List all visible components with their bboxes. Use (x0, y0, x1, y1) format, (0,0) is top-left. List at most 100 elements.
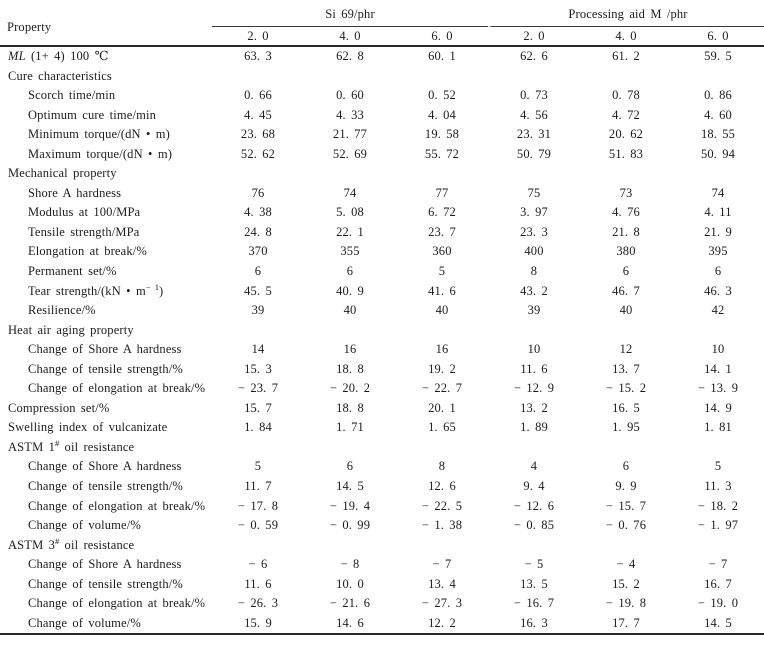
table-row: Resilience/% 39 40 40 39 40 42 (0, 301, 764, 321)
value-cell: 400 (524, 244, 544, 259)
subcolumn-header: 6. 0 (396, 27, 488, 47)
table-row: Change of elongation at break/% − 17. 8 − … (0, 497, 764, 517)
value-cell: 11. 6 (520, 361, 548, 376)
value-cell: 11. 6 (244, 576, 272, 591)
value-cell: 40. 9 (336, 283, 364, 298)
section-label: ASTM 1# oil resistance (8, 437, 135, 454)
value-cell: 23. 68 (240, 127, 276, 142)
value-cell: 61. 2 (612, 49, 640, 63)
value-cell: − 0. 76 (605, 518, 647, 533)
value-cell: 55. 72 (424, 146, 460, 161)
row-label: Change of tensile strength/% (28, 576, 183, 591)
row-label: Scorch time/min (28, 88, 116, 103)
section-row: ASTM 3# oil resistance (0, 536, 764, 556)
empty-cell (396, 67, 488, 87)
value-cell: 370 (248, 244, 268, 259)
value-cell: 4. 38 (244, 205, 272, 220)
value-cell: 51. 83 (608, 146, 644, 161)
value-cell: 52. 62 (240, 146, 276, 161)
table-row: Change of tensile strength/% 15. 3 18. 8 19… (0, 360, 764, 380)
value-cell: − 12. 9 (513, 381, 555, 396)
value-cell: 15. 3 (244, 361, 272, 376)
value-cell: − 17. 8 (237, 498, 279, 513)
section-row: Mechanical property (0, 164, 764, 184)
empty-cell (672, 321, 764, 341)
value-cell: 14. 9 (704, 400, 732, 415)
value-cell: 75 (527, 185, 541, 200)
value-cell: − 16. 7 (513, 596, 555, 611)
value-cell: 380 (616, 244, 636, 259)
value-cell: 1. 65 (428, 420, 456, 435)
table-row: Minimum torque/(dN • m) 23. 68 21. 77 19. 5… (0, 125, 764, 145)
empty-cell (488, 438, 580, 458)
empty-cell (672, 536, 764, 556)
row-label: Swelling index of vulcanizate (8, 420, 168, 435)
empty-cell (304, 321, 396, 341)
section-row: Cure characteristics (0, 67, 764, 87)
table-row: Permanent set/% 6 6 5 8 6 6 (0, 262, 764, 282)
value-cell: − 0. 99 (329, 518, 371, 533)
value-cell: 16 (435, 342, 449, 357)
value-cell: − 0. 59 (237, 518, 279, 533)
value-cell: − 7 (708, 557, 728, 572)
value-cell: 14. 5 (336, 479, 364, 494)
value-cell: − 13. 9 (697, 381, 739, 396)
value-cell: 15. 7 (244, 400, 272, 415)
value-cell: − 27. 3 (421, 596, 463, 611)
value-cell: 5 (714, 459, 722, 474)
value-cell: − 0. 85 (513, 518, 555, 533)
empty-cell (672, 438, 764, 458)
value-cell: 12. 6 (428, 479, 456, 494)
empty-cell (580, 438, 672, 458)
value-cell: 4 (530, 459, 538, 474)
value-cell: 10 (711, 342, 725, 357)
value-cell: 40 (343, 303, 357, 318)
value-cell: 6 (622, 264, 630, 279)
table-row: Change of volume/% 15. 9 14. 6 12. 2 16. 3 17… (0, 614, 764, 634)
value-cell: 14. 5 (704, 615, 732, 630)
subcolumn-header: 4. 0 (304, 27, 396, 47)
value-cell: 74 (343, 185, 357, 200)
row-label: Optimum cure time/min (28, 107, 156, 122)
property-column-header: Property (0, 2, 212, 47)
value-cell: 39 (527, 303, 541, 318)
value-cell: 13. 7 (612, 361, 640, 376)
table-row: Change of Shore A hardness 5 6 8 4 6 5 (0, 457, 764, 477)
value-cell: 4. 04 (428, 107, 456, 122)
empty-cell (212, 164, 304, 184)
value-cell: 46. 7 (612, 283, 640, 298)
section-label: Heat air aging property (8, 322, 134, 337)
value-cell: 42 (711, 303, 725, 318)
value-cell: − 22. 7 (421, 381, 463, 396)
row-label: Maximum torque/(dN • m) (28, 146, 173, 161)
value-cell: 6 (714, 264, 722, 279)
value-cell: 73 (619, 185, 633, 200)
value-cell: 46. 3 (704, 283, 732, 298)
value-cell: 0. 60 (336, 88, 364, 103)
value-cell: 12 (619, 342, 633, 357)
section-label: Mechanical property (8, 166, 117, 181)
row-label: ML (1+ 4) 100 ℃ (8, 49, 109, 63)
value-cell: 12. 2 (428, 615, 456, 630)
value-cell: 4. 45 (244, 107, 272, 122)
empty-cell (488, 164, 580, 184)
value-cell: 4. 56 (520, 107, 548, 122)
subcolumn-header: 2. 0 (488, 27, 580, 47)
table-row: Shore A hardness 76 74 77 75 73 74 (0, 184, 764, 204)
value-cell: 77 (435, 185, 449, 200)
value-cell: 45. 5 (244, 283, 272, 298)
value-cell: − 19. 8 (605, 596, 647, 611)
value-cell: 355 (340, 244, 360, 259)
value-cell: 16 (343, 342, 357, 357)
table-row: Change of elongation at break/% − 23. 7 − … (0, 379, 764, 399)
value-cell: 74 (711, 185, 725, 200)
value-cell: 6 (346, 459, 354, 474)
value-cell: 0. 66 (244, 88, 272, 103)
row-label: Resilience/% (28, 303, 96, 318)
value-cell: 15. 9 (244, 615, 272, 630)
empty-cell (580, 164, 672, 184)
table-row: Swelling index of vulcanizate 1. 84 1. 71 1… (0, 418, 764, 438)
value-cell: 19. 58 (424, 127, 460, 142)
